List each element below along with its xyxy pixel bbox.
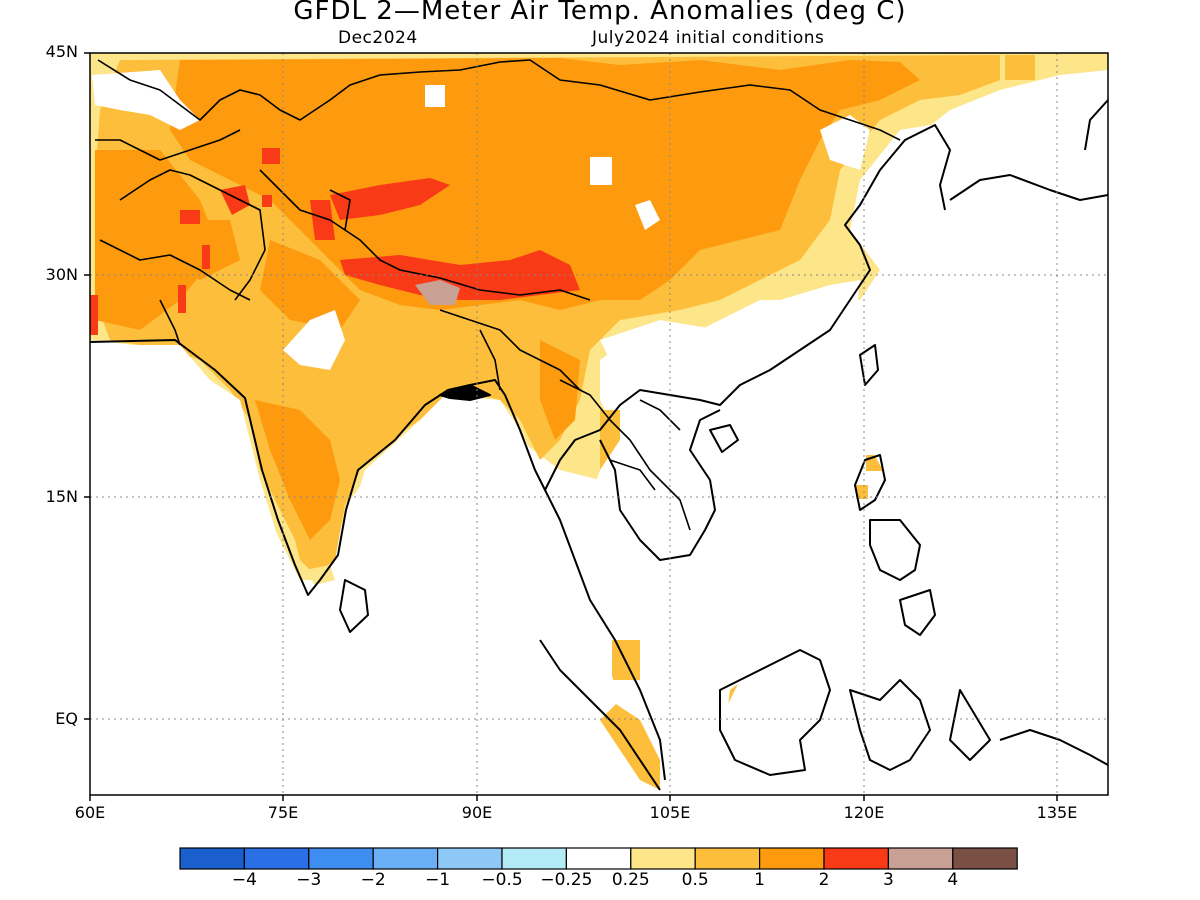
map-frame <box>89 52 1109 796</box>
lon-label-75e: 75E <box>267 803 299 822</box>
india-orange <box>255 400 340 540</box>
country-borders <box>95 59 901 531</box>
colorbar-label: 0.25 <box>611 870 650 890</box>
colorbar-swatch <box>372 847 439 870</box>
ocean-areas <box>90 70 1108 795</box>
colorbar-swatch <box>501 847 568 870</box>
colorbar-label: −2 <box>360 870 386 890</box>
colorbar-label: 3 <box>882 870 894 890</box>
colorbar-label: 2 <box>818 870 830 890</box>
lon-label-60e: 60E <box>74 803 106 822</box>
lon-label-135e: 135E <box>1036 803 1078 822</box>
initial-conditions: July2024 initial conditions <box>592 28 825 48</box>
anomaly-white <box>92 70 870 420</box>
colorbar-label: −0.5 <box>481 870 523 890</box>
colorbar <box>179 847 1018 870</box>
colorbar-swatch <box>694 847 761 870</box>
lon-label-120e: 120E <box>843 803 885 822</box>
anomaly-red <box>90 148 580 335</box>
lon-label-90e: 90E <box>461 803 493 822</box>
axis-ticks <box>84 52 1058 801</box>
lat-label-eq: EQ <box>55 709 78 728</box>
colorbar-swatch <box>437 847 503 870</box>
colorbar-swatch <box>952 847 1018 870</box>
colorbar-swatch <box>758 847 825 870</box>
colorbar-label: −3 <box>296 870 322 890</box>
lat-label-30n: 30N <box>45 265 78 284</box>
colorbar-swatch <box>243 847 310 870</box>
anomaly-pink-brown <box>415 280 460 305</box>
colorbar-label: 1 <box>754 870 765 890</box>
lat-label-45n: 45N <box>45 42 78 61</box>
colorbar-swatch <box>565 847 632 870</box>
colorbar-label: 4 <box>947 870 959 890</box>
lat-label-15n: 15N <box>45 487 78 506</box>
colorbar-swatch <box>630 847 696 870</box>
colorbar-swatch <box>823 847 890 870</box>
colorbar-swatch <box>887 847 954 870</box>
colorbar-label: −1 <box>425 870 451 890</box>
map-title: GFDL 2—Meter Air Temp. Anomalies (deg C) <box>293 0 907 26</box>
map-area <box>84 52 1109 801</box>
colorbar-label: 0.5 <box>681 870 709 890</box>
graticule <box>90 53 1108 795</box>
lon-label-105e: 105E <box>649 803 691 822</box>
colorbar-label: −0.25 <box>540 870 593 890</box>
colorbar-swatch <box>179 847 246 870</box>
colorbar-swatch <box>308 847 374 870</box>
coastlines <box>89 99 1109 791</box>
colorbar-label: −4 <box>231 870 257 890</box>
forecast-month: Dec2024 <box>338 28 418 48</box>
